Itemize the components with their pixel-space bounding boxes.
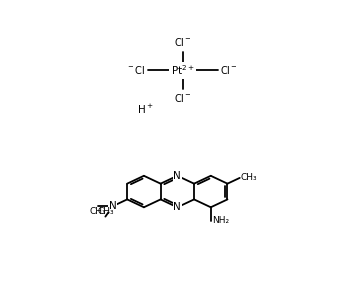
Text: N: N xyxy=(173,202,181,212)
Text: H$^+$: H$^+$ xyxy=(137,103,154,116)
Text: CH₃: CH₃ xyxy=(97,206,114,216)
Text: CH₃: CH₃ xyxy=(90,207,106,216)
Text: Cl$^-$: Cl$^-$ xyxy=(220,64,238,76)
Text: CH₃: CH₃ xyxy=(241,174,257,182)
Text: Pt$^{2+}$: Pt$^{2+}$ xyxy=(171,63,194,77)
Text: N: N xyxy=(109,201,117,211)
Text: Cl$^-$: Cl$^-$ xyxy=(174,36,192,48)
Text: $^-$Cl: $^-$Cl xyxy=(126,64,146,76)
Text: N: N xyxy=(173,171,181,181)
Text: NH₂: NH₂ xyxy=(212,216,229,225)
Text: Cl$^-$: Cl$^-$ xyxy=(174,92,192,104)
